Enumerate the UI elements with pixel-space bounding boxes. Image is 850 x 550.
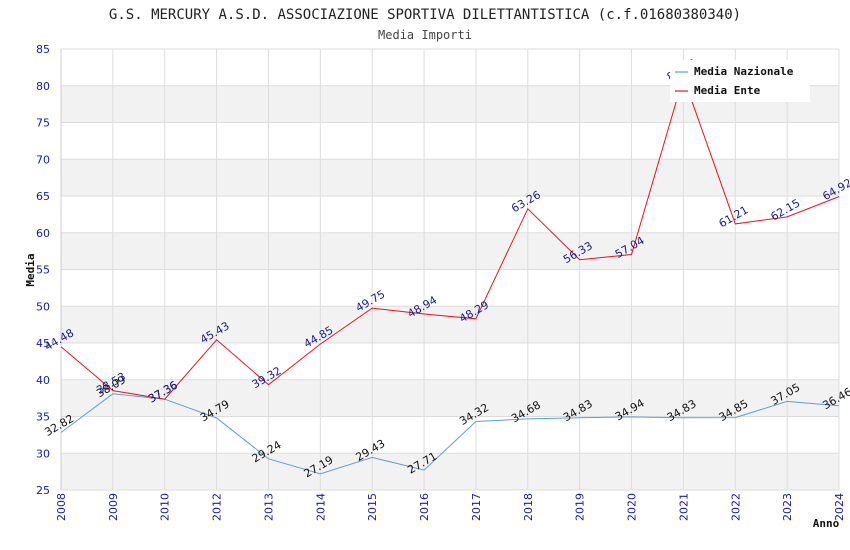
plot-band: [61, 306, 839, 343]
x-axis-ticks: 2008 2009 2010 2012 2013 2014 2015 2016 2017 2018…: [55, 493, 846, 521]
x-tick-label: 2017: [470, 493, 483, 521]
y-tick-label: 70: [36, 153, 50, 166]
x-tick-label: 2021: [677, 493, 690, 521]
plot-band: [61, 379, 839, 417]
x-tick-label: 2009: [107, 493, 120, 521]
x-tick-label: 2016: [418, 493, 431, 521]
y-tick-label: 50: [36, 300, 50, 313]
plot-band: [61, 122, 839, 160]
y-tick-label: 30: [36, 447, 50, 460]
legend-label-ente: Media Ente: [694, 84, 761, 97]
plot-band: [61, 232, 839, 270]
plot-band: [61, 343, 839, 380]
plot-band: [61, 416, 839, 454]
y-tick-label: 40: [36, 374, 50, 387]
chart-subtitle: Media Importi: [378, 28, 472, 42]
y-axis-title: Media: [24, 253, 37, 286]
legend: Media Nazionale Media Ente: [670, 60, 810, 102]
x-tick-label: 2014: [314, 493, 327, 521]
x-tick-label: 2012: [211, 493, 224, 521]
series-line-ente: [60, 75, 840, 400]
x-tick-label: 2020: [626, 493, 639, 521]
x-tick-label: 2010: [159, 493, 172, 521]
x-tick-label: 2023: [781, 493, 794, 521]
x-tick-label: 2018: [522, 493, 535, 521]
y-axis-ticks: 25 30 35 40 45 50 55 60 65 70 75 80 85: [36, 43, 50, 497]
y-tick-label: 80: [36, 80, 50, 93]
plot-band: [61, 196, 839, 233]
y-tick-label: 65: [36, 190, 50, 203]
series-lines: [60, 75, 840, 475]
y-tick-label: 85: [36, 43, 50, 56]
y-tick-label: 45: [36, 337, 50, 350]
y-tick-label: 60: [36, 227, 50, 240]
grid-lines: [60, 48, 840, 491]
chart-title: G.S. MERCURY A.S.D. ASSOCIAZIONE SPORTIV…: [109, 7, 741, 23]
x-tick-label: 2022: [729, 493, 742, 521]
x-tick-label: 2015: [366, 493, 379, 521]
y-tick-label: 75: [36, 117, 50, 130]
x-axis-title: Anno: [813, 517, 840, 530]
plot-band: [61, 159, 839, 196]
y-tick-label: 25: [36, 484, 50, 497]
legend-label-nazionale: Media Nazionale: [694, 65, 794, 78]
x-tick-label: 2008: [55, 493, 68, 521]
plot-band: [61, 453, 839, 490]
y-tick-label: 55: [36, 264, 50, 277]
y-tick-label: 35: [36, 411, 50, 424]
legend-box: [670, 60, 810, 102]
x-tick-label: 2019: [574, 493, 587, 521]
series-line-nazionale: [60, 393, 840, 475]
x-tick-label: 2024: [833, 493, 846, 521]
x-tick-label: 2013: [262, 493, 275, 521]
plot-band: [61, 269, 839, 307]
